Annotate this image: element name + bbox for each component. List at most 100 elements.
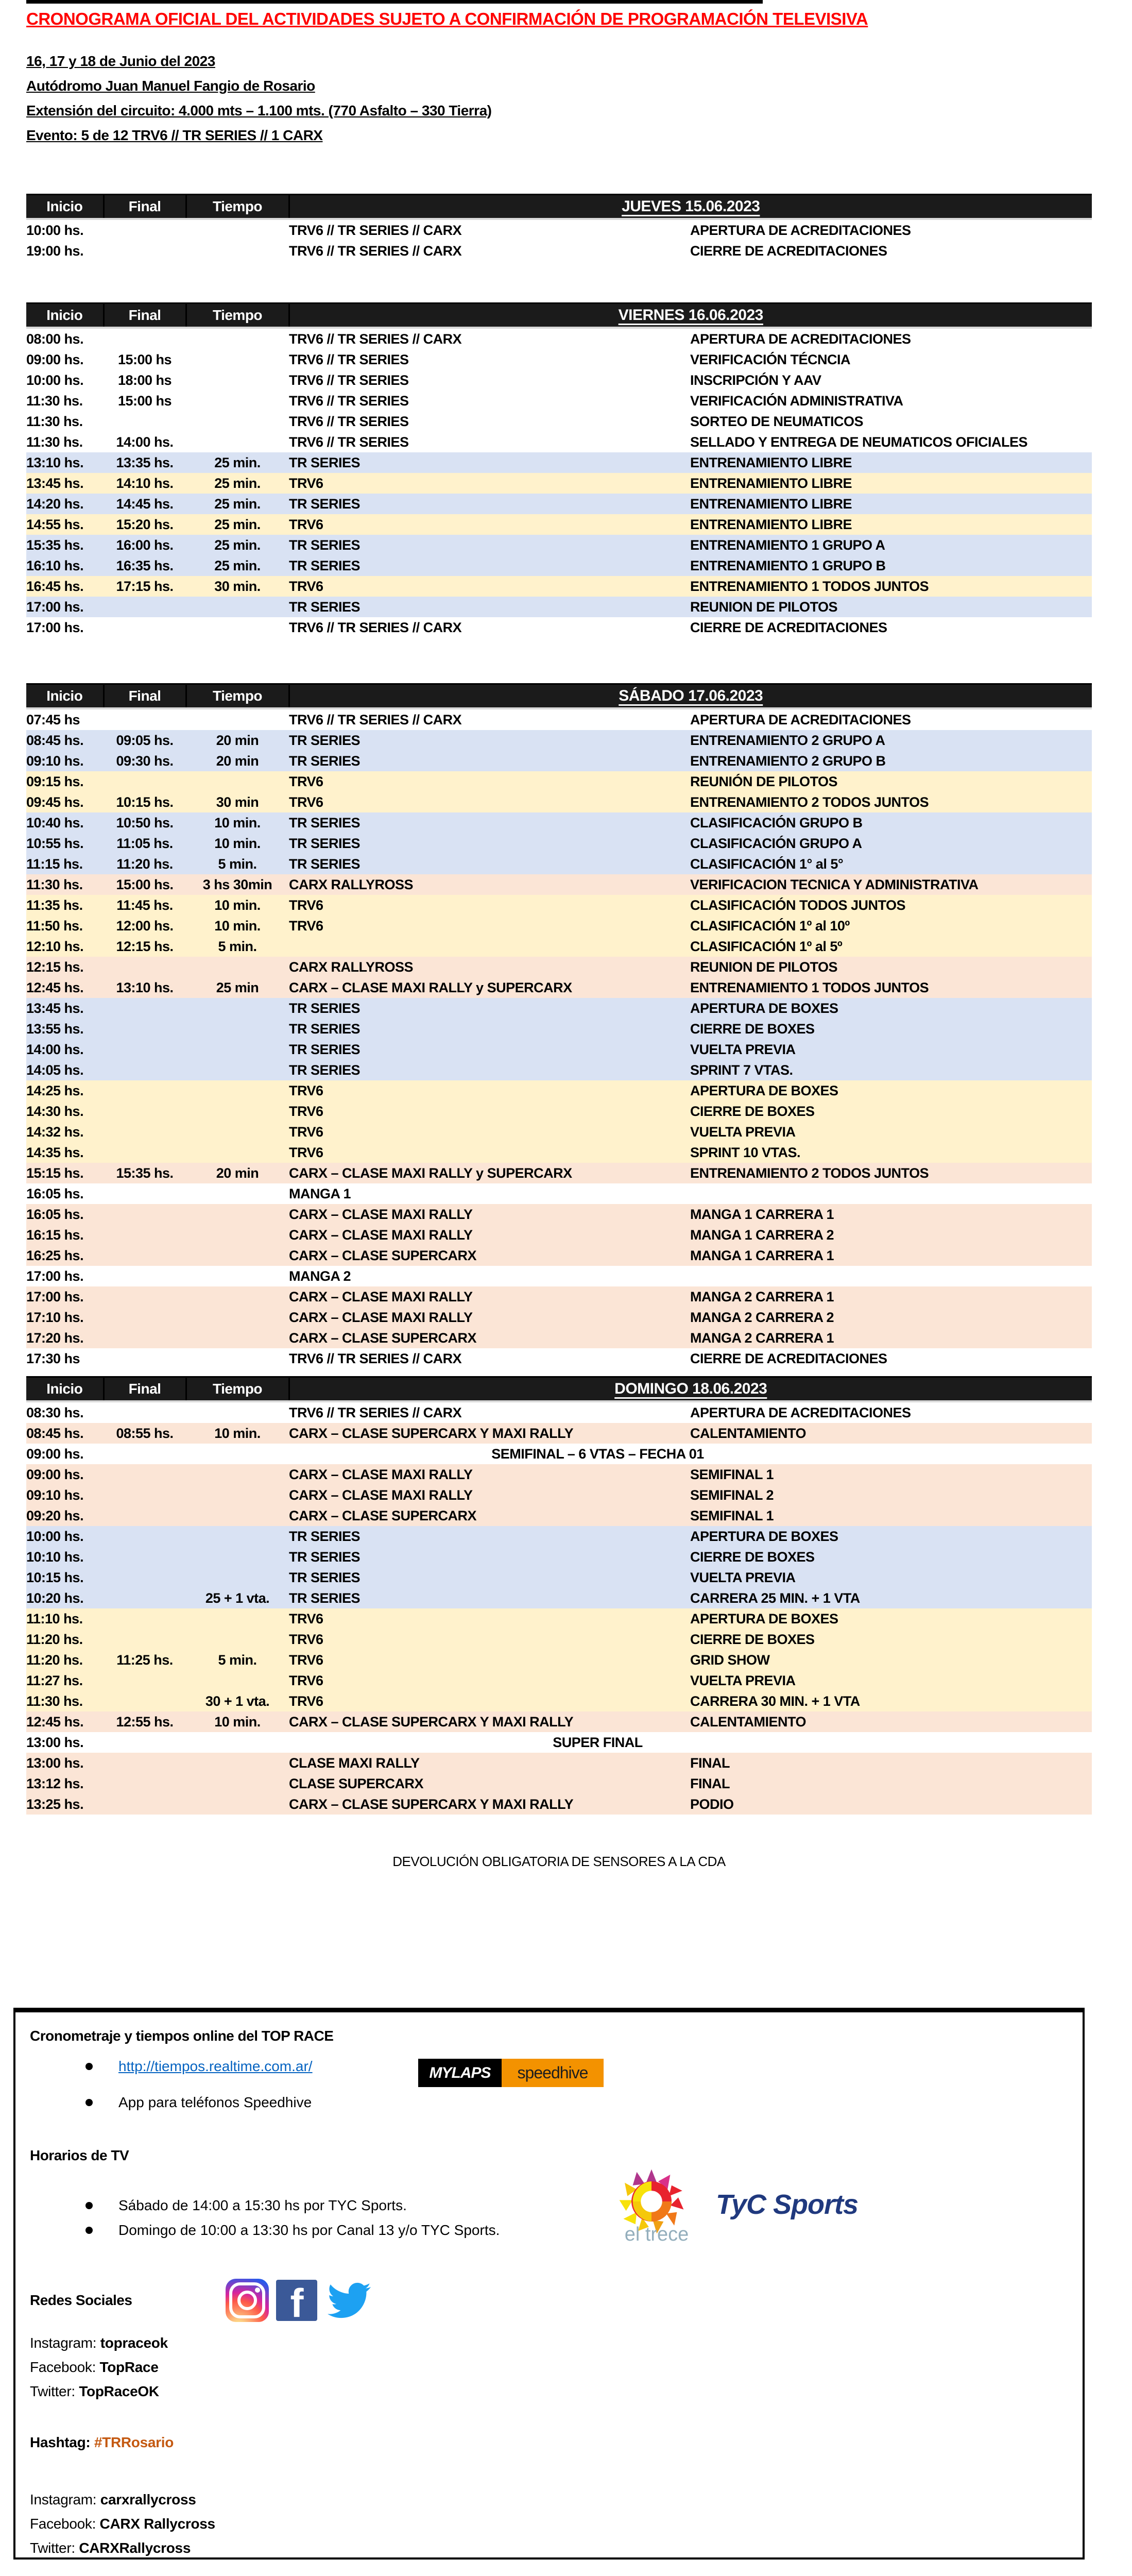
cell-final xyxy=(104,1608,186,1629)
table-row: 14:20 hs. 14:45 hs. 25 min. TR SERIES ENTREN… xyxy=(26,494,1092,514)
table-row: 11:15 hs. 11:20 hs. 5 min. TR SERIES CLASIFI… xyxy=(26,854,1092,874)
cell-tiempo xyxy=(186,1101,289,1122)
cell-inicio: 13:12 hs. xyxy=(26,1775,84,1791)
cell-tiempo: 30 + 1 vta. xyxy=(205,1693,270,1709)
cell-activity: APERTURA DE ACREDITACIONES xyxy=(690,711,911,727)
table-row: 10:20 hs. 25 + 1 vta. TR SERIES CARRERA 25 … xyxy=(26,1588,1092,1608)
table-row: 09:00 hs. CARX – CLASE MAXI RALLY SEMIFINA… xyxy=(26,1464,1092,1485)
cell-inicio: 11:30 hs. xyxy=(26,434,83,450)
cell-inicio: 14:25 hs. xyxy=(26,1082,84,1098)
cell-tiempo: 25 min. xyxy=(214,496,261,512)
cell-final: 13:35 hs. xyxy=(116,454,174,470)
cell-inicio: 17:10 hs. xyxy=(26,1309,84,1325)
cell-tiempo: 10 min. xyxy=(214,1714,261,1730)
cell-inicio: 14:30 hs. xyxy=(26,1103,84,1119)
hashtag-line-toprace: Hashtag: #TRRosario xyxy=(30,2432,1083,2456)
cell-category: CARX RALLYROSS xyxy=(289,959,414,975)
mylaps-speedhive-logo: MYLAPS speedhive xyxy=(418,2059,604,2087)
cell-inicio: 12:45 hs. xyxy=(26,1714,84,1730)
instagram-icon[interactable] xyxy=(226,2279,269,2322)
cell-category: MANGA 1 xyxy=(289,1185,351,1201)
cell-activity: CIERRE DE ACREDITACIONES xyxy=(690,619,887,635)
table-row: 08:45 hs. 08:55 hs. 10 min. CARX – CLASE SU… xyxy=(26,1423,1092,1444)
cell-tiempo xyxy=(186,617,289,638)
table-row: 07:45 hs TRV6 // TR SERIES // CARX APERTUR… xyxy=(26,708,1092,730)
cell-final: 11:25 hs. xyxy=(116,1652,173,1668)
cell-category: TRV6 xyxy=(289,1652,323,1668)
tyc-sports-logo-text: TyC Sports xyxy=(716,2189,859,2220)
cell-activity: CLASIFICACIÓN GRUPO A xyxy=(690,835,862,851)
cell-category: TRV6 // TR SERIES xyxy=(289,434,409,450)
twitter-icon[interactable] xyxy=(324,2279,374,2322)
timing-link[interactable]: http://tiempos.realtime.com.ar/ xyxy=(118,2058,313,2074)
table-row: 10:55 hs. 11:05 hs. 10 min. TR SERIES CLASIF… xyxy=(26,833,1092,854)
cell-tiempo xyxy=(186,1183,289,1204)
bottom-info-box: Cronometraje y tiempos online del TOP RA… xyxy=(13,2008,1085,2560)
table-row: 17:10 hs. CARX – CLASE MAXI RALLY MANGA 2 … xyxy=(26,1307,1092,1328)
cell-tiempo: 20 min xyxy=(216,732,259,748)
cell-activity: MANGA 2 CARRERA 2 xyxy=(690,1309,834,1325)
column-header-inicio: Inicio xyxy=(26,302,105,329)
cell-final xyxy=(104,1691,186,1711)
table-row: 09:15 hs. TRV6 REUNIÓN DE PILOTOS xyxy=(26,771,1092,792)
table-row: 11:30 hs. 14:00 hs. TRV6 // TR SERIES SELLA… xyxy=(26,432,1092,452)
cell-tiempo: 30 min xyxy=(216,794,259,810)
facebook-icon[interactable]: f xyxy=(276,2280,318,2321)
cell-final xyxy=(104,1567,186,1588)
social-line-label: Twitter: xyxy=(30,2383,79,2399)
table-row: 15:35 hs. 16:00 hs. 25 min. TR SERIES ENTREN… xyxy=(26,535,1092,555)
cell-category: TRV6 // TR SERIES // CARX xyxy=(289,331,462,347)
cell-activity: MANGA 1 CARRERA 1 xyxy=(690,1206,834,1222)
cell-inicio: 11:30 hs. xyxy=(26,1693,83,1709)
cell-final: 15:20 hs. xyxy=(116,516,174,532)
social-line: Instagram: carxrallycross xyxy=(30,2489,1083,2514)
cell-final: 08:55 hs. xyxy=(116,1425,174,1441)
cell-category: TRV6 xyxy=(289,1693,323,1709)
cell-category: CARX – CLASE MAXI RALLY y SUPERCARX xyxy=(289,1165,572,1181)
cell-category: TRV6 // TR SERIES // CARX xyxy=(289,1350,462,1366)
cell-tiempo: 20 min xyxy=(216,1165,259,1181)
cell-inicio: 17:30 hs xyxy=(26,1350,80,1366)
cell-inicio: 07:45 hs xyxy=(26,711,80,727)
table-row: 12:45 hs. 13:10 hs. 25 min CARX – CLASE MAX… xyxy=(26,977,1092,998)
cell-final xyxy=(104,1060,186,1080)
cell-tiempo xyxy=(186,1019,289,1039)
cell-final xyxy=(104,241,186,261)
cell-activity: CLASIFICACIÓN 1º al 10º xyxy=(690,918,850,934)
cell-final: 15:00 hs. xyxy=(116,876,174,892)
cell-activity: APERTURA DE BOXES xyxy=(690,1528,838,1544)
cell-inicio: 11:30 hs. xyxy=(26,876,83,892)
cell-tiempo: 3 hs 30min xyxy=(202,876,272,892)
social-title: Redes Sociales xyxy=(30,2292,132,2308)
cell-tiempo xyxy=(186,1286,289,1307)
cell-final: 10:15 hs. xyxy=(116,794,174,810)
table-row: 17:00 hs. MANGA 2 xyxy=(26,1266,1092,1286)
cell-final: 12:00 hs. xyxy=(116,918,174,934)
table-row: 11:30 hs. 15:00 hs. 3 hs 30min CARX RALLYRO… xyxy=(26,874,1092,895)
cell-category: CARX RALLYROSS xyxy=(289,876,414,892)
cell-tiempo xyxy=(186,219,289,241)
cell-final xyxy=(104,1629,186,1650)
cell-inicio: 16:25 hs. xyxy=(26,1247,84,1263)
cell-category: CARX – CLASE MAXI RALLY xyxy=(289,1466,473,1482)
cell-activity: VUELTA PREVIA xyxy=(690,1569,796,1585)
cell-inicio: 14:32 hs. xyxy=(26,1124,84,1140)
cell-final xyxy=(104,1526,186,1547)
cell-inicio: 11:30 hs. xyxy=(26,393,83,409)
cell-category: TR SERIES xyxy=(289,1549,361,1565)
cell-activity: SPRINT 10 VTAS. xyxy=(690,1144,801,1160)
cell-tiempo: 10 min. xyxy=(214,815,261,831)
cell-category: TRV6 xyxy=(289,516,323,532)
cell-final: 14:10 hs. xyxy=(116,475,174,491)
speedhive-logo-text: speedhive xyxy=(502,2059,604,2087)
cell-inicio: 10:00 hs. xyxy=(26,372,84,388)
cell-activity: PODIO xyxy=(690,1796,734,1812)
cell-category: TR SERIES xyxy=(289,856,361,872)
cell-tiempo xyxy=(186,1670,289,1691)
cell-category: CARX – CLASE MAXI RALLY xyxy=(289,1227,473,1243)
cell-final xyxy=(104,1401,186,1423)
cell-activity: ENTRENAMIENTO LIBRE xyxy=(690,516,852,532)
table-row: 17:00 hs. CARX – CLASE MAXI RALLY MANGA 2 … xyxy=(26,1286,1092,1307)
cell-final: 11:20 hs. xyxy=(116,856,173,872)
cell-inicio: 11:15 hs. xyxy=(26,856,83,872)
